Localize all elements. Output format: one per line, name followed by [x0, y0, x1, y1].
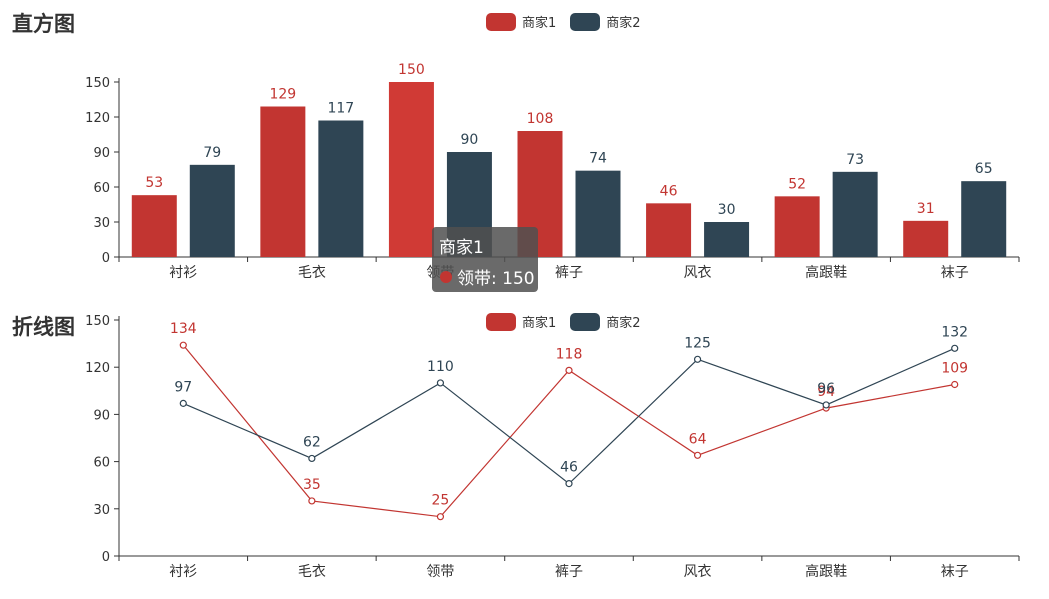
bar-data-label-series2: 30	[718, 202, 736, 218]
legend-swatch-series2	[570, 12, 601, 31]
line-data-label-series1: 94	[817, 384, 835, 400]
line-x-tick-label: 袜子	[941, 564, 969, 580]
line-y-tick-label: 90	[93, 408, 110, 423]
bar-data-label-series1: 150	[398, 62, 425, 78]
line-data-label-series1: 25	[432, 493, 450, 509]
line-point-series1[interactable]	[436, 513, 445, 521]
legend-label-series1: 商家1	[522, 316, 557, 331]
legend-label-series2: 商家2	[606, 16, 641, 31]
bar-data-label-series1: 31	[917, 201, 935, 217]
line-data-label-series2: 97	[174, 379, 192, 395]
legend-label-series1: 商家1	[522, 16, 557, 31]
line-data-label-series1: 109	[941, 361, 968, 377]
line-x-tick-label: 毛衣	[298, 564, 326, 580]
bar-data-label-series1: 108	[527, 111, 554, 127]
line-y-tick-label: 150	[85, 314, 110, 329]
line-y-tick-label: 0	[102, 550, 110, 565]
bar-series1[interactable]	[646, 203, 692, 257]
bar-data-label-series2: 79	[203, 145, 221, 161]
line-data-label-series1: 118	[556, 346, 583, 362]
bar-series1[interactable]	[260, 106, 306, 258]
line-point-series1[interactable]	[693, 451, 702, 459]
bar-series2[interactable]	[318, 120, 364, 258]
line-point-series2[interactable]	[693, 355, 702, 363]
bar-chart-legend: 商家1 商家2	[486, 12, 655, 31]
bar-series2[interactable]	[575, 170, 621, 257]
legend-item-series2[interactable]: 商家2	[570, 12, 641, 31]
legend-item-series1[interactable]: 商家1	[486, 312, 556, 331]
bar-y-tick-label: 120	[85, 111, 110, 126]
line-y-tick-label: 60	[93, 456, 110, 471]
bar-data-label-series2: 117	[327, 101, 354, 117]
line-point-series1[interactable]	[179, 341, 187, 349]
line-point-series2[interactable]	[179, 399, 187, 407]
line-data-label-series1: 64	[689, 431, 707, 447]
bar-x-tick-label: 风衣	[684, 265, 712, 281]
bar-x-tick-label: 高跟鞋	[805, 264, 847, 281]
line-x-tick-label: 衬衫	[169, 564, 197, 580]
line-y-tick-label: 30	[93, 503, 110, 518]
bar-x-tick-label: 袜子	[941, 265, 969, 281]
line-y-tick-label: 120	[85, 361, 110, 376]
bar-chart-title: 直方图	[12, 12, 75, 36]
bar-data-label-series1: 53	[145, 175, 163, 191]
line-data-label-series2: 96	[817, 381, 835, 397]
bar-series2[interactable]	[704, 222, 750, 257]
legend-item-series1[interactable]: 商家1	[486, 12, 556, 31]
line-data-label-series2: 46	[560, 460, 578, 476]
bar-x-tick-label: 毛衣	[298, 265, 326, 281]
line-data-label-series2: 62	[303, 434, 321, 450]
legend-swatch-series1	[486, 12, 516, 31]
bar-x-tick-label: 裤子	[555, 265, 583, 281]
bar-series1[interactable]	[774, 196, 820, 257]
bar-data-label-series1: 46	[660, 183, 678, 199]
line-point-series2[interactable]	[565, 480, 573, 488]
legend-label-series2: 商家2	[606, 316, 641, 331]
bar-series2[interactable]	[832, 171, 878, 257]
legend-swatch-series2	[570, 312, 601, 331]
bar-x-tick-label: 衬衫	[169, 265, 197, 281]
bar-y-tick-label: 0	[102, 251, 110, 266]
bar-series1[interactable]	[131, 195, 177, 257]
line-point-series1[interactable]	[308, 497, 316, 505]
legend-swatch-series1	[486, 312, 516, 331]
bar-data-label-series1: 52	[788, 176, 806, 192]
line-point-series2[interactable]	[436, 379, 445, 387]
bar-series2[interactable]	[189, 164, 235, 257]
tooltip-series-name: 商家1	[439, 238, 484, 258]
tooltip: 商家1 领带: 150	[432, 227, 538, 292]
line-point-series1[interactable]	[565, 366, 573, 374]
line-data-label-series2: 125	[684, 335, 711, 351]
line-chart-title: 折线图	[12, 315, 75, 339]
line-x-tick-label: 裤子	[555, 564, 583, 580]
line-point-series2[interactable]	[951, 344, 959, 352]
bar-y-tick-label: 30	[93, 216, 110, 231]
line-x-tick-label: 领带	[426, 564, 454, 580]
tooltip-value: 领带: 150	[457, 269, 535, 289]
bar-data-label-series1: 129	[269, 87, 296, 103]
bar-data-label-series2: 65	[975, 161, 993, 177]
tooltip-series-marker	[440, 270, 452, 283]
bar-y-tick-label: 90	[93, 146, 110, 161]
line-x-tick-label: 风衣	[684, 564, 712, 580]
bar-data-label-series2: 90	[461, 132, 479, 148]
bar-series1[interactable]	[903, 220, 949, 257]
line-data-label-series1: 35	[303, 477, 321, 493]
legend-item-series2[interactable]: 商家2	[570, 312, 641, 331]
bar-y-tick-label: 150	[85, 76, 110, 91]
bar-series2[interactable]	[961, 181, 1007, 257]
line-data-label-series2: 132	[941, 324, 968, 340]
line-data-label-series2: 110	[427, 359, 454, 375]
bar-data-label-series2: 74	[589, 151, 607, 167]
line-point-series2[interactable]	[822, 401, 830, 409]
line-x-tick-label: 高跟鞋	[805, 563, 847, 580]
line-point-series2[interactable]	[308, 454, 316, 463]
line-point-series1[interactable]	[951, 380, 959, 389]
bar-data-label-series2: 73	[846, 152, 864, 168]
line-chart-legend: 商家1 商家2	[486, 312, 655, 331]
bar-series1[interactable]	[388, 82, 434, 257]
line-data-label-series1: 134	[170, 321, 197, 337]
bar-y-tick-label: 60	[93, 181, 110, 196]
